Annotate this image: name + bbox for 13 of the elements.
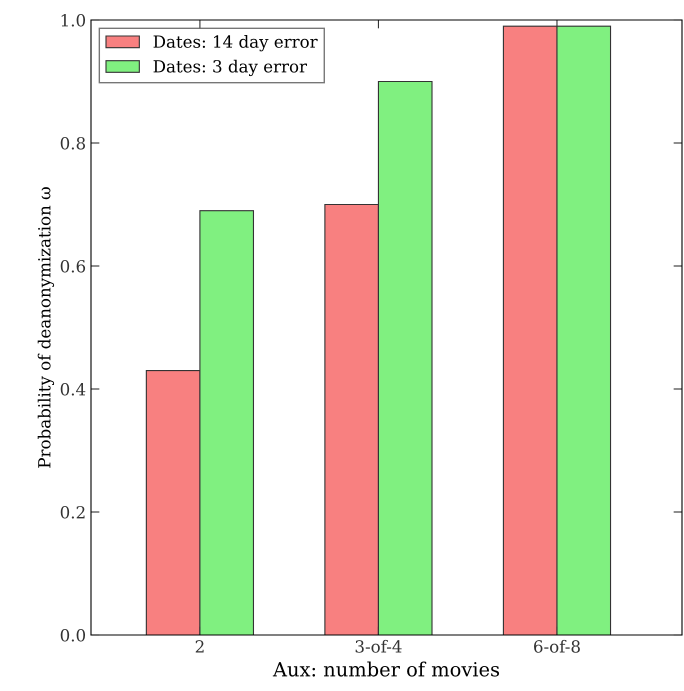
y-axis-title: Probability of deanonymization ω bbox=[38, 187, 54, 468]
x-tick-label: 2 bbox=[196, 640, 204, 653]
x-tick-label: 3-of-4 bbox=[356, 640, 402, 653]
y-tick-label: 0.4 bbox=[60, 382, 86, 396]
legend-label: Dates: 3 day error bbox=[154, 60, 308, 76]
legend-label: Dates: 14 day error bbox=[154, 35, 318, 52]
y-tick-label: 0.2 bbox=[60, 506, 85, 519]
x-tick-label: 6-of-8 bbox=[534, 640, 580, 653]
x-axis-title: Aux: number of movies bbox=[272, 662, 500, 677]
y-tick-label: 0.6 bbox=[60, 260, 86, 273]
y-tick-label: 0.0 bbox=[60, 628, 86, 642]
y-tick-label: 1.0 bbox=[62, 14, 86, 27]
y-tick-label: 0.8 bbox=[60, 136, 86, 150]
